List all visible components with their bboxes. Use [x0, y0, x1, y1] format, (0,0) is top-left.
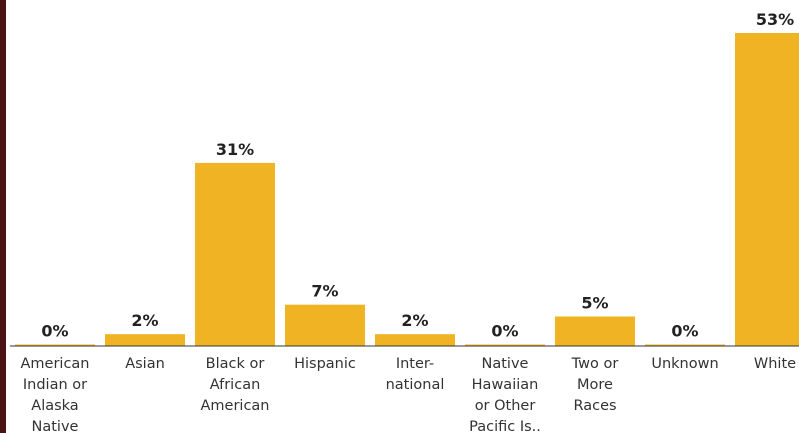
- category-label-line: Native: [32, 419, 79, 433]
- left-frame-edge: [0, 0, 6, 433]
- value-label-7: 0%: [671, 322, 698, 341]
- category-label-4: Inter-national: [386, 356, 445, 393]
- bar-8: [735, 33, 799, 346]
- category-label-line: Indian or: [23, 377, 87, 393]
- category-label-line: national: [386, 377, 445, 393]
- category-label-line: or Other: [475, 398, 536, 414]
- value-label-1: 2%: [131, 311, 158, 330]
- category-label-line: Black or: [206, 356, 265, 372]
- category-label-line: Races: [573, 398, 616, 414]
- value-label-0: 0%: [41, 322, 68, 341]
- category-label-line: African: [210, 377, 261, 393]
- value-label-2: 31%: [216, 140, 254, 159]
- category-label-line: Unknown: [651, 356, 718, 372]
- bar-5: [465, 344, 545, 346]
- category-label-line: White: [754, 356, 796, 372]
- category-label-2: Black or African American: [200, 356, 269, 414]
- category-label-line: Asian: [125, 356, 165, 372]
- category-label-line: Two or: [571, 356, 619, 372]
- category-label-line: Pacific Is..: [469, 419, 541, 433]
- category-label-line: Native: [482, 356, 529, 372]
- category-label-line: Inter-: [396, 356, 434, 372]
- value-label-6: 5%: [581, 294, 608, 313]
- category-label-5: Native Hawaiian or Other Pacific Is..: [469, 356, 541, 433]
- value-labels-group: 0% 2% 31% 7% 2% 0% 5% 0% 53%: [41, 10, 794, 341]
- bar-0: [15, 344, 95, 346]
- bars-group: [15, 33, 799, 346]
- category-label-line: Hawaiian: [472, 377, 539, 393]
- value-label-8: 53%: [756, 10, 794, 29]
- category-label-line: American: [20, 356, 89, 372]
- bar-3: [285, 304, 365, 346]
- bar-4: [375, 334, 455, 346]
- value-label-4: 2%: [401, 311, 428, 330]
- value-label-5: 0%: [491, 322, 518, 341]
- category-label-line: American: [200, 398, 269, 414]
- bar-1: [105, 334, 185, 346]
- category-label-7: Unknown: [651, 356, 718, 372]
- value-label-3: 7%: [311, 282, 338, 301]
- bar-7: [645, 344, 725, 346]
- category-label-line: More: [577, 377, 613, 393]
- category-label-line: Alaska: [31, 398, 78, 414]
- bar-6: [555, 316, 635, 346]
- category-label-0: American Indian or Alaska Native: [20, 356, 89, 433]
- bar-2: [195, 162, 275, 346]
- category-label-8: White: [754, 356, 796, 372]
- category-label-1: Asian: [125, 356, 165, 372]
- category-label-3: Hispanic: [294, 356, 356, 372]
- category-label-line: Hispanic: [294, 356, 356, 372]
- category-labels-group: American Indian or Alaska Native Asian Black …: [20, 356, 796, 433]
- category-label-6: Two or More Races: [571, 356, 619, 414]
